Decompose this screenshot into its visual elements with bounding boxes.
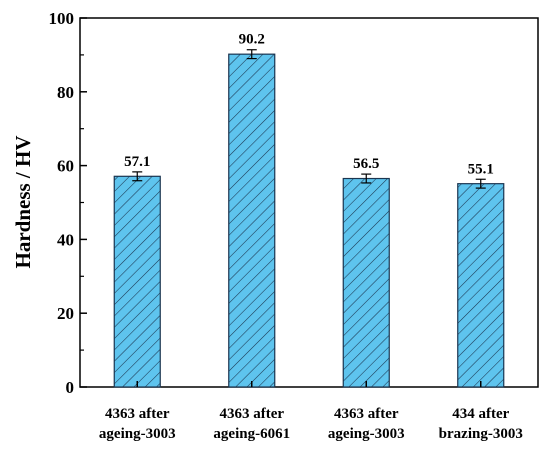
data-label-3: 55.1 xyxy=(468,161,494,177)
y-tick-label-1: 20 xyxy=(57,304,74,323)
bar-hatch-2 xyxy=(342,177,390,388)
plot-area: 0 20 40 60 80 100 57.1 4363 after ageing-3003 90.… xyxy=(49,9,539,442)
x-tick-label-0-0: 4363 after xyxy=(105,406,170,422)
x-tick-label-2-1: ageing-3003 xyxy=(328,426,405,442)
data-label-2: 56.5 xyxy=(353,156,379,172)
bar-hatch-1 xyxy=(228,53,276,388)
y-tick-label-4: 80 xyxy=(57,83,74,102)
bar-hatch-3 xyxy=(457,183,505,388)
x-tick-label-3-0: 434 after xyxy=(452,406,509,422)
y-tick-label-5: 100 xyxy=(49,9,75,28)
x-tick-label-3-1: brazing-3003 xyxy=(439,426,523,442)
data-label-0: 57.1 xyxy=(124,154,150,170)
y-tick-label-2: 40 xyxy=(57,230,74,249)
x-tick-label-0-1: ageing-3003 xyxy=(99,426,176,442)
y-tick-label-3: 60 xyxy=(57,157,74,176)
bar-hatch-0 xyxy=(113,175,161,388)
data-label-1: 90.2 xyxy=(239,32,265,48)
y-tick-label-0: 0 xyxy=(66,378,75,397)
x-tick-label-1-0: 4363 after xyxy=(219,406,284,422)
x-tick-label-1-1: ageing-6061 xyxy=(213,426,290,442)
y-axis-label: Hardness / HV xyxy=(11,135,35,268)
x-tick-label-2-0: 4363 after xyxy=(334,406,399,422)
